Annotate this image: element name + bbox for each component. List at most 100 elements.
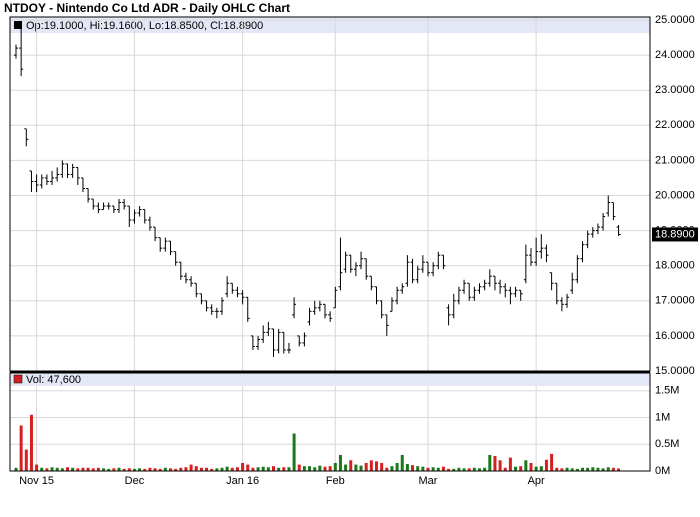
volume-bar (354, 464, 358, 471)
volume-bar (19, 425, 23, 471)
volume-bar (117, 467, 121, 471)
volume-bar (462, 468, 466, 471)
volume-bar (107, 468, 111, 471)
volume-bar (328, 466, 332, 471)
volume-bar (50, 467, 54, 471)
y-tick-label: 24.0000 (655, 49, 695, 61)
volume-bar (66, 467, 69, 471)
volume-bar (215, 468, 219, 471)
volume-bar (431, 467, 435, 471)
volume-bar (132, 468, 136, 471)
volume-bar (514, 466, 518, 471)
volume-bar (617, 468, 621, 471)
last-price-label: 18.8900 (655, 228, 695, 240)
volume-bar (529, 462, 533, 471)
volume-tick-label: 1.5M (655, 385, 679, 397)
volume-bar (555, 467, 559, 471)
volume-tick-label: 1M (655, 411, 670, 423)
volume-bar (194, 466, 198, 471)
volume-bar (601, 468, 605, 471)
volume-bar (199, 467, 203, 471)
volume-bar (452, 468, 456, 471)
volume-bar (338, 454, 342, 471)
volume-bar (138, 468, 142, 471)
volume-bar (230, 467, 234, 471)
volume-bar (235, 467, 239, 471)
volume-bar (81, 467, 85, 471)
volume-bar (184, 467, 188, 471)
volume-bar (153, 468, 157, 471)
volume-bar (405, 464, 409, 471)
y-tick-label: 17.0000 (655, 295, 695, 307)
volume-bar (277, 467, 281, 471)
volume-bar (508, 457, 512, 471)
volume-bar (498, 460, 502, 471)
volume-bar (344, 464, 348, 471)
volume-bar (421, 466, 425, 471)
volume-bar (488, 454, 492, 471)
volume-bar (411, 465, 415, 471)
volume-bar (148, 467, 152, 471)
volume-bar (472, 467, 476, 471)
volume-bar (266, 467, 270, 471)
volume-bar (544, 459, 548, 471)
volume-bar (606, 467, 610, 471)
volume-bar (96, 467, 100, 471)
y-tick-label: 20.0000 (655, 189, 695, 201)
volume-bar (591, 467, 595, 471)
volume-bar (292, 433, 296, 471)
volume-bar (29, 414, 33, 471)
legend-text: Op:19.1000, Hi:19.1600, Lo:18.8500, Cl:1… (26, 20, 263, 32)
volume-bar (287, 467, 291, 471)
volume-bar (524, 460, 528, 471)
volume-legend-band (10, 373, 650, 386)
volume-legend-text: Vol: 47,600 (26, 374, 81, 386)
volume-bar (467, 468, 471, 471)
volume-bar (359, 465, 363, 471)
volume-bar (539, 466, 543, 471)
volume-bar (282, 467, 286, 471)
volume-bar (91, 468, 95, 471)
legend-band (10, 17, 650, 33)
volume-bar (127, 468, 131, 471)
volume-bar (174, 468, 178, 471)
volume-bar (35, 464, 39, 471)
volume-bar (55, 467, 59, 471)
y-tick-label: 15.0000 (655, 365, 695, 377)
volume-bar (60, 468, 64, 471)
volume-bar (241, 462, 245, 471)
volume-bar (163, 467, 167, 471)
volume-bar (519, 466, 523, 471)
volume-bar (596, 467, 600, 471)
volume-bar (205, 467, 209, 471)
volume-bar (390, 466, 394, 471)
volume-bar (416, 466, 420, 471)
x-tick-label: Dec (125, 475, 145, 487)
volume-bar (246, 464, 250, 471)
x-tick-label: Apr (528, 475, 545, 487)
volume-bar (333, 462, 337, 471)
volume-bar (447, 468, 451, 471)
y-tick-label: 23.0000 (655, 84, 695, 96)
volume-bar (375, 461, 378, 471)
volume-bar (323, 466, 327, 471)
x-tick-label: Mar (419, 475, 438, 487)
volume-bar (318, 465, 322, 471)
volume-bar (179, 467, 183, 471)
volume-tick-label: 0M (655, 465, 670, 477)
volume-bar (457, 467, 461, 471)
volume-bar (483, 467, 487, 471)
volume-bar (385, 467, 389, 471)
volume-bar (436, 467, 440, 471)
volume-bar (441, 466, 445, 471)
volume-bar (86, 467, 90, 471)
volume-bar (478, 468, 481, 471)
volume-bar (14, 467, 18, 471)
chart-title: NTDOY - Nintendo Co Ltd ADR - Daily OHLC… (4, 1, 290, 15)
volume-bar (143, 468, 147, 471)
volume-bar (570, 468, 574, 471)
volume-bar (256, 467, 260, 471)
volume-bar (220, 467, 224, 471)
